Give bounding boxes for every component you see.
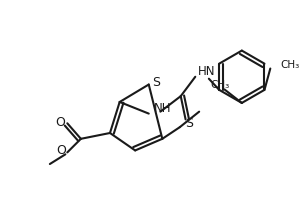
Text: CH₃: CH₃ xyxy=(211,80,230,89)
Text: CH₃: CH₃ xyxy=(280,60,299,70)
Text: HN: HN xyxy=(198,65,216,78)
Text: S: S xyxy=(152,76,161,89)
Text: NH: NH xyxy=(154,102,171,115)
Text: O: O xyxy=(55,116,65,129)
Text: S: S xyxy=(185,117,194,130)
Text: O: O xyxy=(57,144,66,157)
